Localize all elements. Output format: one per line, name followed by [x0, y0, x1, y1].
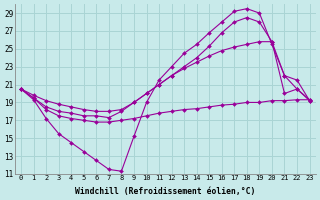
X-axis label: Windchill (Refroidissement éolien,°C): Windchill (Refroidissement éolien,°C): [75, 187, 255, 196]
